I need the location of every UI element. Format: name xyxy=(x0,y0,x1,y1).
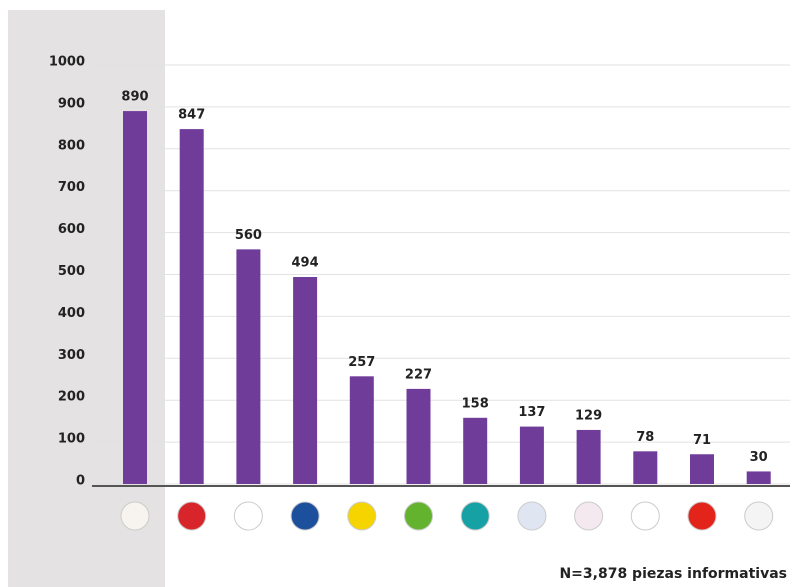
value-label: 71 xyxy=(693,433,711,448)
y-tick-label: 1000 xyxy=(49,55,85,70)
bar xyxy=(746,471,771,484)
bar xyxy=(519,426,544,484)
bar xyxy=(123,111,147,484)
y-tick-label: 0 xyxy=(76,474,85,489)
party-logo xyxy=(177,501,207,531)
y-tick-label: 200 xyxy=(58,390,85,405)
value-label: 78 xyxy=(636,430,654,445)
party-logo xyxy=(574,501,604,531)
party-logo xyxy=(744,501,774,531)
y-tick-label: 400 xyxy=(58,306,85,321)
party-logo xyxy=(460,501,490,531)
value-label: 158 xyxy=(462,396,489,411)
value-label: 129 xyxy=(575,408,602,423)
party-logo xyxy=(347,501,377,531)
bar xyxy=(293,277,318,484)
party-logo xyxy=(290,501,320,531)
bar xyxy=(406,388,431,484)
bar xyxy=(349,376,374,484)
y-tick-label: 600 xyxy=(58,222,85,237)
value-label: 227 xyxy=(405,367,432,382)
party-logo xyxy=(120,501,150,531)
bar xyxy=(633,451,658,484)
party-logo xyxy=(517,501,547,531)
value-label: 30 xyxy=(750,450,768,465)
bar xyxy=(576,429,601,484)
value-label: 137 xyxy=(518,405,545,420)
value-label: 890 xyxy=(121,90,148,105)
value-label: 494 xyxy=(292,256,319,271)
party-logo xyxy=(233,501,263,531)
y-tick-label: 800 xyxy=(58,138,85,153)
bar xyxy=(179,129,204,484)
bar xyxy=(236,249,261,484)
party-logo xyxy=(687,501,717,531)
bar xyxy=(463,417,488,484)
value-label: 560 xyxy=(235,228,262,243)
annotation: N=3,878 piezas informativas xyxy=(559,566,787,582)
y-tick-label: 300 xyxy=(58,348,85,363)
y-tick-label: 500 xyxy=(58,264,85,279)
y-tick-label: 700 xyxy=(58,180,85,195)
y-tick-label: 100 xyxy=(58,432,85,447)
y-tick-label: 900 xyxy=(58,96,85,111)
party-logo xyxy=(630,501,660,531)
party-logo xyxy=(404,501,433,531)
bar xyxy=(690,454,714,484)
value-label: 847 xyxy=(178,108,205,123)
value-label: 257 xyxy=(348,355,375,370)
